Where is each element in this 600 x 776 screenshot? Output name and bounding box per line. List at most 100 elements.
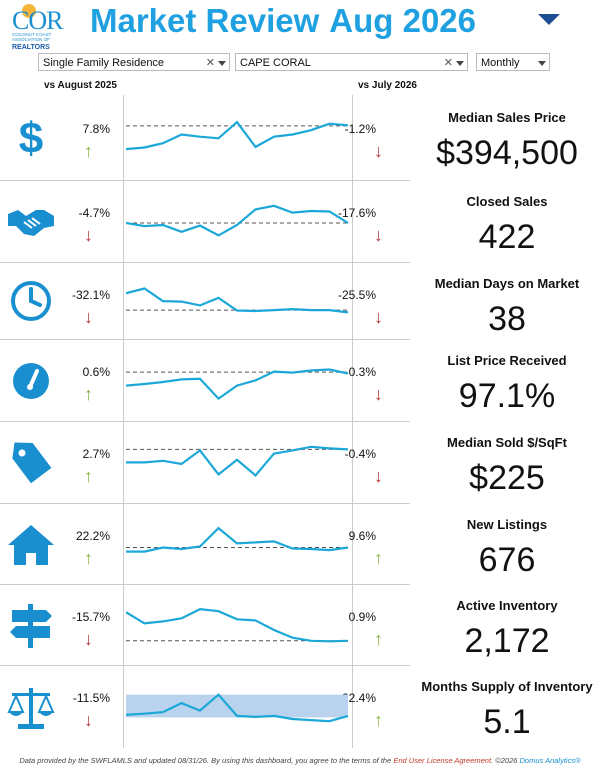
clear-icon[interactable]: ✕ <box>205 57 215 69</box>
yoy-change: -32.1% <box>71 288 110 302</box>
arrow-up-icon: ↑ <box>374 548 383 568</box>
svg-text:$: $ <box>19 114 43 163</box>
arrow-down-icon: ↓ <box>84 307 93 327</box>
mom-change: -1.2% <box>344 122 376 136</box>
dropdown-arrow-icon[interactable] <box>538 61 546 66</box>
row-divider <box>0 665 410 666</box>
period-select[interactable]: Monthly <box>476 53 550 71</box>
metric-value: 5.1 <box>483 703 531 741</box>
yoy-header: vs August 2025 <box>44 80 117 91</box>
eula-link[interactable]: End User License Agreement <box>393 756 492 765</box>
chevron-down-icon[interactable] <box>538 14 560 25</box>
period-value: Monthly <box>481 57 520 69</box>
clock-icon <box>6 276 56 326</box>
mom-change: -0.3% <box>344 365 376 379</box>
arrow-up-icon: ↑ <box>374 710 383 730</box>
yoy-change: -4.7% <box>78 206 110 220</box>
gauge-icon <box>6 355 56 405</box>
metric-label: Median Sold $/SqFt <box>447 435 567 450</box>
metric-label: Closed Sales <box>466 194 548 209</box>
trend-sparkline <box>126 120 349 151</box>
dollar-icon: $ <box>6 113 56 163</box>
trend-line <box>126 607 349 643</box>
metric-label: List Price Received <box>447 353 567 368</box>
metric-label: Median Sales Price <box>448 110 566 125</box>
scales-icon <box>6 682 56 732</box>
metric-value: 97.1% <box>458 377 556 415</box>
tag-icon <box>6 437 56 487</box>
trend-sparkline <box>126 526 349 553</box>
arrow-down-icon: ↓ <box>84 225 93 245</box>
dropdown-arrow-icon[interactable] <box>218 61 226 66</box>
yoy-change: 22.2% <box>75 529 110 543</box>
arrow-up-icon: ↑ <box>84 141 93 161</box>
normal-range-band <box>126 694 348 718</box>
metric-value: $225 <box>469 459 545 497</box>
page-title: Market Review Aug 2026 <box>90 2 486 40</box>
footer-text-2: . ©2026 <box>491 756 520 765</box>
yoy-change: 0.6% <box>82 365 110 379</box>
mom-change: -25.5% <box>337 288 376 302</box>
metric-label: Months Supply of Inventory <box>421 679 593 694</box>
logo-text: COR <box>12 6 63 35</box>
trend-sparkline <box>126 445 349 477</box>
trend-line <box>126 287 349 314</box>
arrow-down-icon: ↓ <box>374 141 383 161</box>
property-type-select[interactable]: Single Family Residence ✕ <box>38 53 230 71</box>
yoy-change: 2.7% <box>82 447 110 461</box>
title-date: Aug 2026 <box>329 2 477 39</box>
mom-change: 0.9% <box>348 610 376 624</box>
metric-label: New Listings <box>466 517 548 532</box>
footer-text: Data provided by the SWFLAMLS and update… <box>19 756 394 765</box>
signpost-icon <box>6 600 56 650</box>
mom-change: -0.4% <box>344 447 376 461</box>
mom-change: 22.4% <box>341 691 376 705</box>
clear-icon[interactable]: ✕ <box>443 57 453 69</box>
trend-sparkline <box>126 693 349 723</box>
trend-sparkline <box>126 287 349 314</box>
brand-link[interactable]: Domus Analytics® <box>519 756 581 765</box>
trend-line <box>126 526 349 553</box>
arrow-down-icon: ↓ <box>374 384 383 404</box>
arrow-down-icon: ↓ <box>84 710 93 730</box>
row-divider <box>0 262 410 263</box>
arrow-up-icon: ↑ <box>84 466 93 486</box>
mom-change: 9.6% <box>348 529 376 543</box>
metric-value: $394,500 <box>436 134 578 172</box>
arrow-down-icon: ↓ <box>374 225 383 245</box>
metric-value: 38 <box>488 300 526 338</box>
trend-sparkline <box>126 607 349 643</box>
area-select[interactable]: CAPE CORAL ✕ <box>235 53 468 71</box>
metric-label: Median Days on Market <box>434 276 580 291</box>
trend-line <box>126 120 349 151</box>
footer: Data provided by the SWFLAMLS and update… <box>0 756 600 765</box>
yoy-change: -11.5% <box>72 691 110 705</box>
house-icon <box>6 519 56 569</box>
metric-value: 422 <box>478 218 536 256</box>
metric-value: 2,172 <box>464 622 550 660</box>
property-type-value: Single Family Residence <box>43 57 165 69</box>
trend-line <box>126 368 349 401</box>
row-divider <box>0 584 410 585</box>
trend-sparkline <box>126 204 349 237</box>
mom-header: vs July 2026 <box>358 80 417 91</box>
row-divider <box>0 421 410 422</box>
arrow-down-icon: ↓ <box>84 629 93 649</box>
trend-sparkline <box>126 368 349 401</box>
arrow-up-icon: ↑ <box>84 548 93 568</box>
logo-realtors: REALTORS <box>12 44 50 51</box>
arrow-down-icon: ↓ <box>374 466 383 486</box>
title-text: Market Review <box>90 2 320 39</box>
arrow-up-icon: ↑ <box>374 629 383 649</box>
metric-label: Active Inventory <box>456 598 558 613</box>
handshake-icon <box>6 196 56 246</box>
arrow-up-icon: ↑ <box>84 384 93 404</box>
yoy-change: -15.7% <box>71 610 110 624</box>
mom-change: -17.6% <box>337 206 376 220</box>
dropdown-arrow-icon[interactable] <box>456 61 464 66</box>
row-divider <box>0 180 410 181</box>
metric-value: 676 <box>478 541 536 579</box>
trend-line <box>126 445 349 477</box>
yoy-change: 7.8% <box>82 122 110 136</box>
association-logo: COR COCONUT COAST ASSOCIATION OF REALTOR… <box>12 4 72 51</box>
